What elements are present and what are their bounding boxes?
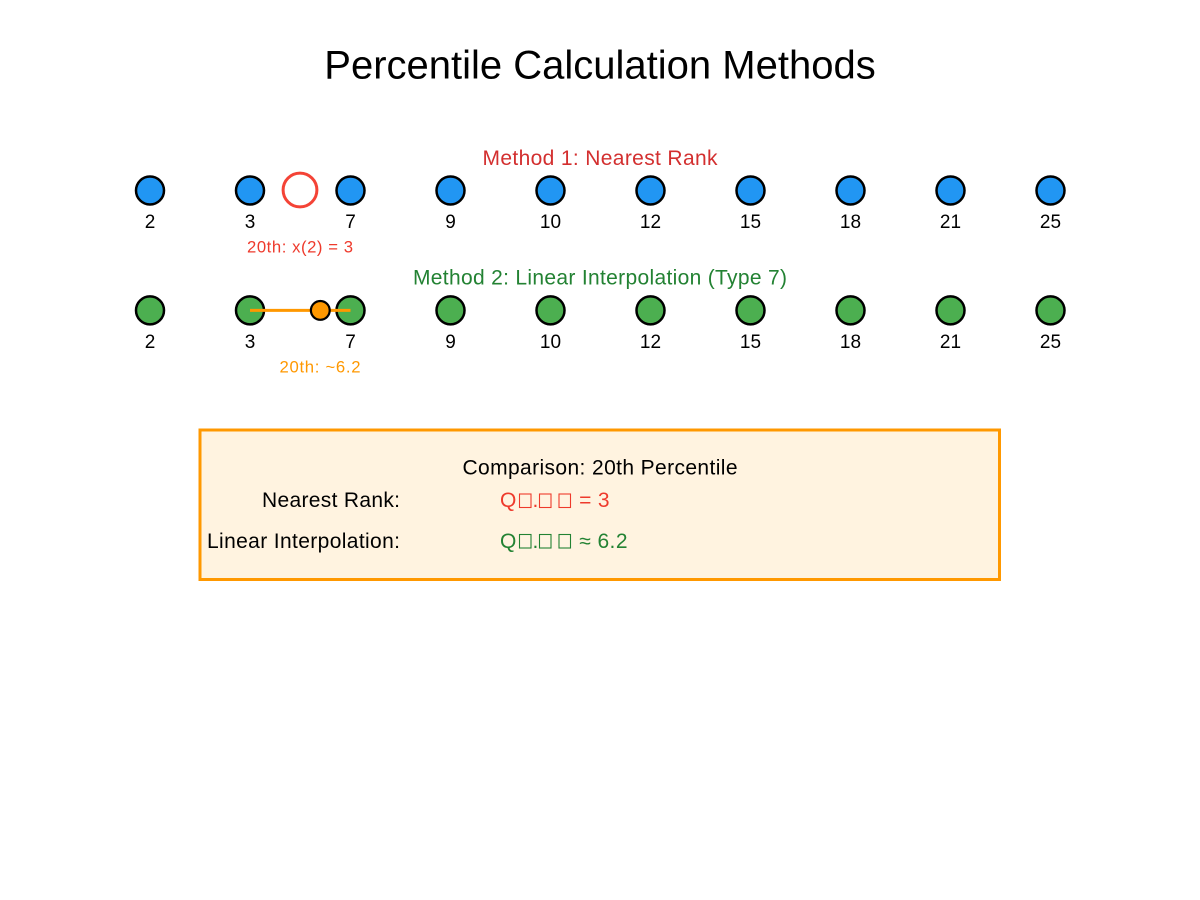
svg-text:15: 15 [740, 332, 761, 353]
svg-text:Percentile Calculation Methods: Percentile Calculation Methods [324, 44, 875, 88]
svg-text:Nearest Rank:: Nearest Rank: [262, 489, 400, 512]
svg-text:2: 2 [145, 332, 156, 353]
svg-text:10: 10 [540, 212, 561, 233]
svg-text:Q: Q [500, 530, 516, 553]
svg-text:20th: ~6.2: 20th: ~6.2 [280, 358, 361, 377]
svg-text:Linear Interpolation:: Linear Interpolation: [207, 530, 400, 553]
svg-text:Method 2: Linear Interpolation: Method 2: Linear Interpolation (Type 7) [413, 267, 787, 290]
svg-text:21: 21 [940, 212, 961, 233]
svg-text:25: 25 [1040, 332, 1061, 353]
svg-text:12: 12 [640, 332, 661, 353]
svg-text:18: 18 [840, 332, 861, 353]
svg-text:20th: x(2) = 3: 20th: x(2) = 3 [247, 237, 353, 256]
svg-text:Q: Q [500, 489, 516, 512]
svg-text:.: . [533, 530, 539, 553]
svg-text:≈ 6.2: ≈ 6.2 [573, 530, 628, 553]
svg-text:25: 25 [1040, 212, 1061, 233]
svg-text:3: 3 [245, 332, 256, 353]
svg-text:21: 21 [940, 332, 961, 353]
svg-text:2: 2 [145, 212, 156, 233]
svg-text:Method 1: Nearest Rank: Method 1: Nearest Rank [483, 147, 719, 170]
svg-text:9: 9 [445, 212, 456, 233]
svg-text:15: 15 [740, 212, 761, 233]
svg-text:9: 9 [445, 332, 456, 353]
svg-text:.: . [533, 489, 539, 512]
svg-text:12: 12 [640, 212, 661, 233]
svg-text:7: 7 [345, 212, 356, 233]
svg-text:18: 18 [840, 212, 861, 233]
svg-text:10: 10 [540, 332, 561, 353]
svg-text:7: 7 [345, 332, 356, 353]
svg-text:Comparison: 20th Percentile: Comparison: 20th Percentile [463, 457, 738, 480]
svg-text:= 3: = 3 [573, 489, 610, 512]
svg-text:3: 3 [245, 212, 256, 233]
